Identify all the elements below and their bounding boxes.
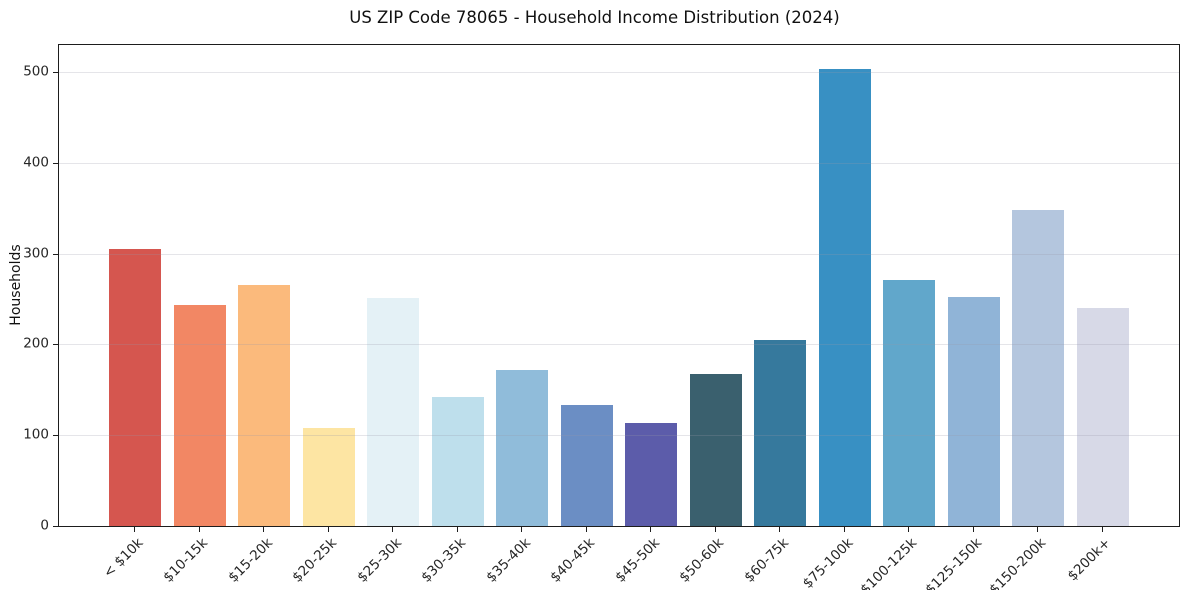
x-tick-mark [456, 527, 458, 532]
x-tick-label: $35-40k [482, 535, 534, 586]
x-tick-label: < $10k [100, 535, 147, 582]
bar [496, 369, 549, 526]
x-tick-label: $200k+ [1064, 535, 1115, 585]
bar-slot: < $10k [100, 45, 168, 581]
bar-slot: $100-125k [858, 45, 942, 590]
x-tick-label: $45-50k [611, 535, 663, 586]
x-tick-mark [1037, 527, 1039, 532]
x-tick-label: $60-75k [740, 535, 792, 586]
y-tick-mark [53, 253, 58, 255]
bar [367, 298, 420, 526]
bar-slot: $50-60k [676, 45, 749, 586]
bar-slot: $200k+ [1065, 45, 1136, 584]
bar [173, 305, 226, 526]
y-tick-label: 100 [23, 426, 49, 443]
x-tick-label: $50-60k [676, 535, 728, 586]
x-tick-label: $20-25k [289, 535, 341, 586]
bar-slot: $35-40k [483, 45, 555, 586]
x-tick-label: $40-45k [547, 535, 599, 586]
x-tick-mark [585, 527, 587, 532]
x-tick-mark [198, 527, 200, 532]
bar-slot: $125-150k [922, 45, 1007, 590]
bar-slot: $30-35k [418, 45, 491, 586]
x-tick-mark [327, 527, 329, 532]
y-tick-mark [53, 72, 58, 74]
bar [947, 297, 1000, 526]
y-tick-label: 0 [40, 517, 49, 534]
bar [238, 284, 291, 526]
bar [754, 339, 807, 526]
bar-slot: $40-45k [547, 45, 620, 586]
y-tick-label: 400 [23, 154, 49, 171]
x-tick-label: $30-35k [418, 535, 470, 586]
bar-slot: $15-20k [225, 45, 297, 586]
y-tick-mark [53, 162, 58, 164]
bar-slot: $25-30k [354, 45, 426, 586]
x-tick-label: $125-150k [922, 535, 986, 590]
y-tick-mark [53, 435, 58, 437]
bar [1012, 210, 1065, 526]
y-axis-label: Households [8, 244, 24, 326]
x-tick-label: $150-200k [986, 535, 1050, 590]
x-tick-label: $75-100k [799, 535, 857, 590]
x-tick-label: $10-15k [160, 535, 212, 586]
bar [431, 397, 484, 526]
x-tick-mark [908, 527, 910, 532]
bar [883, 280, 936, 526]
bar [625, 423, 678, 526]
bar [1076, 308, 1129, 526]
x-tick-mark [843, 527, 845, 532]
x-tick-mark [972, 527, 974, 532]
bar [302, 428, 355, 526]
x-tick-mark [521, 527, 523, 532]
x-tick-mark [392, 527, 394, 532]
x-tick-mark [134, 527, 136, 532]
bar-slot: $45-50k [612, 45, 684, 586]
bars-container: < $10k $10-15k $15-20k $20-25k $25-30k $30-35… [59, 45, 1179, 590]
y-tick-mark [53, 344, 58, 346]
bar [109, 249, 162, 526]
x-tick-mark [714, 527, 716, 532]
y-tick-mark [53, 526, 58, 527]
y-tick-label: 500 [23, 63, 49, 80]
x-tick-mark [1101, 527, 1103, 532]
bar [818, 68, 871, 526]
y-tick-label: 300 [23, 245, 49, 262]
bar-slot: $20-25k [289, 45, 362, 586]
x-tick-label: $15-20k [224, 535, 276, 586]
bar-slot: $75-100k [799, 45, 878, 590]
x-tick-label: $100-125k [857, 535, 921, 590]
x-tick-mark [779, 527, 781, 532]
bar-slot: $150-200k [987, 45, 1071, 590]
bar-slot: $60-75k [741, 45, 813, 586]
y-tick-label: 200 [23, 336, 49, 353]
x-tick-mark [650, 527, 652, 532]
plot-area: < $10k $10-15k $15-20k $20-25k $25-30k $30-35… [23, 44, 1180, 590]
chart-title: US ZIP Code 78065 - Household Income Dis… [349, 8, 840, 27]
bar [560, 405, 613, 526]
bar [689, 374, 742, 526]
bar-slot: $10-15k [160, 45, 233, 586]
x-tick-mark [263, 527, 265, 532]
x-tick-label: $25-30k [353, 535, 405, 586]
